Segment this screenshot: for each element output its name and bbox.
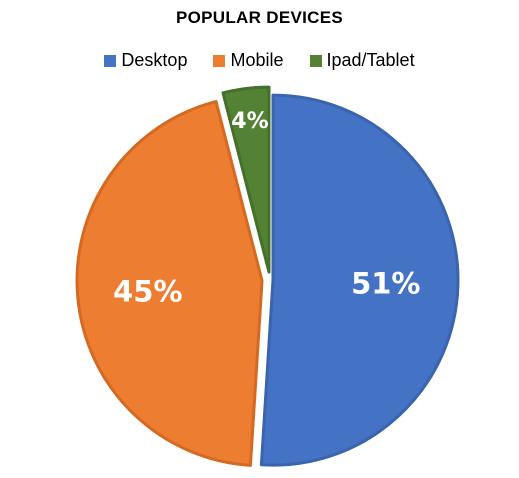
legend-label-desktop: Desktop: [121, 50, 188, 70]
legend-swatch-desktop: [104, 54, 117, 67]
pie-slice-tablet: [221, 85, 271, 274]
legend-item-desktop: Desktop: [104, 50, 187, 71]
data-label-mobile: 45%: [113, 275, 182, 309]
pie-slice-mobile: [75, 100, 264, 467]
pie-slice-desktop: [259, 93, 460, 467]
data-label-desktop: 51%: [351, 267, 420, 301]
legend-swatch-mobile: [213, 54, 226, 67]
legend-item-tablet: Ipad/Tablet: [309, 50, 415, 71]
legend-label-tablet: Ipad/Tablet: [326, 50, 415, 70]
legend-item-mobile: Mobile: [213, 50, 284, 71]
legend-label-mobile: Mobile: [230, 50, 284, 70]
legend: Desktop Mobile Ipad/Tablet: [0, 50, 519, 71]
legend-swatch-tablet: [309, 54, 322, 67]
data-label-tablet: 4%: [231, 109, 268, 134]
chart-title: POPULAR DEVICES: [176, 8, 343, 27]
